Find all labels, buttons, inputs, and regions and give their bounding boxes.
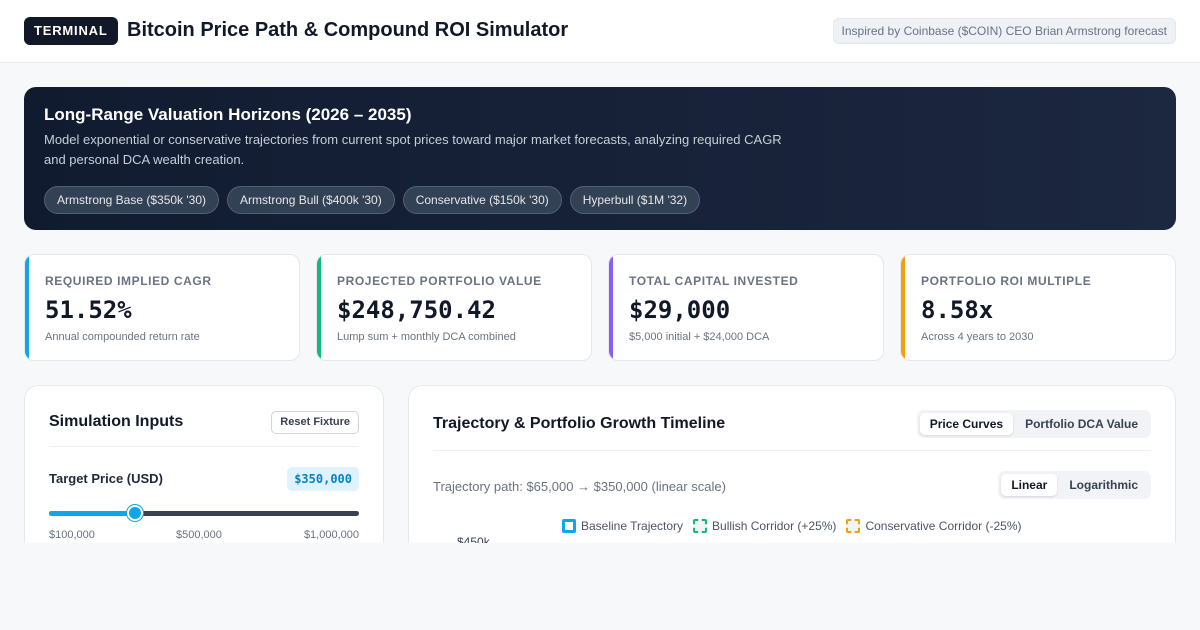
kpi-subtext: Across 4 years to 2030 <box>921 331 1034 343</box>
hero-banner: Long-Range Valuation Horizons (2026 – 20… <box>24 87 1176 230</box>
preset-chips: Armstrong Base ($350k '30) Armstrong Bul… <box>44 186 701 214</box>
kpi-accent <box>317 255 321 360</box>
slider-thumb[interactable] <box>127 505 144 521</box>
kpi-accent <box>25 255 29 360</box>
kpi-label: PORTFOLIO ROI MULTIPLE <box>921 274 1092 288</box>
scale-logarithmic-button[interactable]: Logarithmic <box>1069 478 1138 492</box>
page-bottom-background <box>0 543 1200 630</box>
slider-tick-min: $100,000 <box>49 529 95 541</box>
preset-chip-armstrong-bull[interactable]: Armstrong Bull ($400k '30) <box>227 186 395 214</box>
kpi-value: 8.58x <box>921 296 994 324</box>
target-price-slider[interactable] <box>49 511 359 516</box>
legend-conservative[interactable]: Conservative Corridor (-25%) <box>846 519 1021 533</box>
kpi-subtext: $5,000 initial + $24,000 DCA <box>629 331 770 343</box>
kpi-value: $248,750.42 <box>337 296 496 324</box>
kpi-accent <box>901 255 905 360</box>
legend-label: Baseline Trajectory <box>581 519 684 533</box>
legend-swatch <box>693 519 708 533</box>
target-price-label: Target Price (USD) <box>49 471 163 486</box>
divider <box>49 446 359 447</box>
kpi-label: TOTAL CAPITAL INVESTED <box>629 274 799 288</box>
terminal-badge: TERMINAL <box>24 17 118 45</box>
kpi-card-portfolio-value: PROJECTED PORTFOLIO VALUE $248,750.42 Lu… <box>316 254 592 361</box>
hero-title: Long-Range Valuation Horizons (2026 – 20… <box>44 105 412 124</box>
kpi-label: PROJECTED PORTFOLIO VALUE <box>337 274 542 288</box>
slider-tick-mid: $500,000 <box>176 529 222 541</box>
inspired-note: Inspired by Coinbase ($COIN) CEO Brian A… <box>832 18 1176 44</box>
preset-chip-conservative[interactable]: Conservative ($150k '30) <box>402 186 562 214</box>
legend-label: Bullish Corridor (+25%) <box>712 519 837 533</box>
preset-chip-hyperbull[interactable]: Hyperbull ($1M '32) <box>569 186 701 214</box>
kpi-card-roi-multiple: PORTFOLIO ROI MULTIPLE 8.58x Across 4 ye… <box>900 254 1176 361</box>
legend-swatch <box>562 519 576 533</box>
tab-portfolio-dca-value[interactable]: Portfolio DCA Value <box>1025 417 1138 431</box>
trajectory-path-text: Trajectory path: $65,000 → $350,000 (lin… <box>433 479 726 494</box>
slider-fill <box>49 511 136 516</box>
scale-linear-button[interactable]: Linear <box>1001 474 1058 496</box>
legend-swatch <box>846 519 861 533</box>
kpi-value: 51.52% <box>45 296 132 324</box>
view-toggle: Price Curves Portfolio DCA Value <box>916 410 1151 438</box>
legend-baseline[interactable]: Baseline Trajectory <box>562 519 683 533</box>
preset-chip-armstrong-base[interactable]: Armstrong Base ($350k '30) <box>44 186 220 214</box>
slider-tick-max: $1,000,000 <box>303 529 359 541</box>
kpi-card-cagr: REQUIRED IMPLIED CAGR 51.52% Annual comp… <box>24 254 300 361</box>
hero-description: Model exponential or conservative trajec… <box>44 132 782 167</box>
scale-toggle: Linear Logarithmic <box>998 471 1151 499</box>
legend-label: Conservative Corridor (-25%) <box>865 519 1022 533</box>
chart-title: Trajectory & Portfolio Growth Timeline <box>433 415 726 432</box>
kpi-value: $29,000 <box>629 296 731 324</box>
divider <box>433 450 1151 451</box>
chart-legend: Baseline Trajectory Bullish Corridor (+2… <box>562 519 1021 533</box>
kpi-accent <box>609 255 613 360</box>
kpi-subtext: Lump sum + monthly DCA combined <box>337 331 516 343</box>
kpi-card-capital-invested: TOTAL CAPITAL INVESTED $29,000 $5,000 in… <box>608 254 884 361</box>
inputs-title: Simulation Inputs <box>49 413 184 430</box>
target-price-value: $350,000 <box>287 467 359 491</box>
kpi-label: REQUIRED IMPLIED CAGR <box>45 274 212 288</box>
tab-price-curves[interactable]: Price Curves <box>919 413 1014 435</box>
app-title: Bitcoin Price Path & Compound ROI Simula… <box>127 19 569 41</box>
top-bar: TERMINAL Bitcoin Price Path & Compound R… <box>0 0 1200 63</box>
reset-fixture-button[interactable]: Reset Fixture <box>271 411 359 434</box>
kpi-subtext: Annual compounded return rate <box>45 331 200 343</box>
legend-bullish[interactable]: Bullish Corridor (+25%) <box>693 519 836 533</box>
